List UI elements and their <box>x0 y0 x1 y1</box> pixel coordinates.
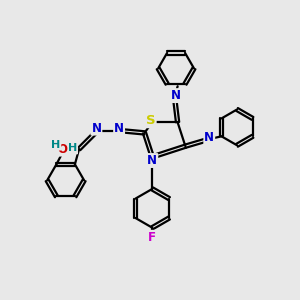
Text: N: N <box>204 131 214 144</box>
Text: N: N <box>171 89 181 102</box>
Text: S: S <box>146 114 156 127</box>
Text: N: N <box>147 154 157 167</box>
Text: F: F <box>148 231 156 244</box>
Text: N: N <box>92 122 101 135</box>
Text: H: H <box>51 140 60 150</box>
Text: N: N <box>114 122 124 135</box>
Text: O: O <box>57 142 68 156</box>
Text: H: H <box>68 143 77 153</box>
